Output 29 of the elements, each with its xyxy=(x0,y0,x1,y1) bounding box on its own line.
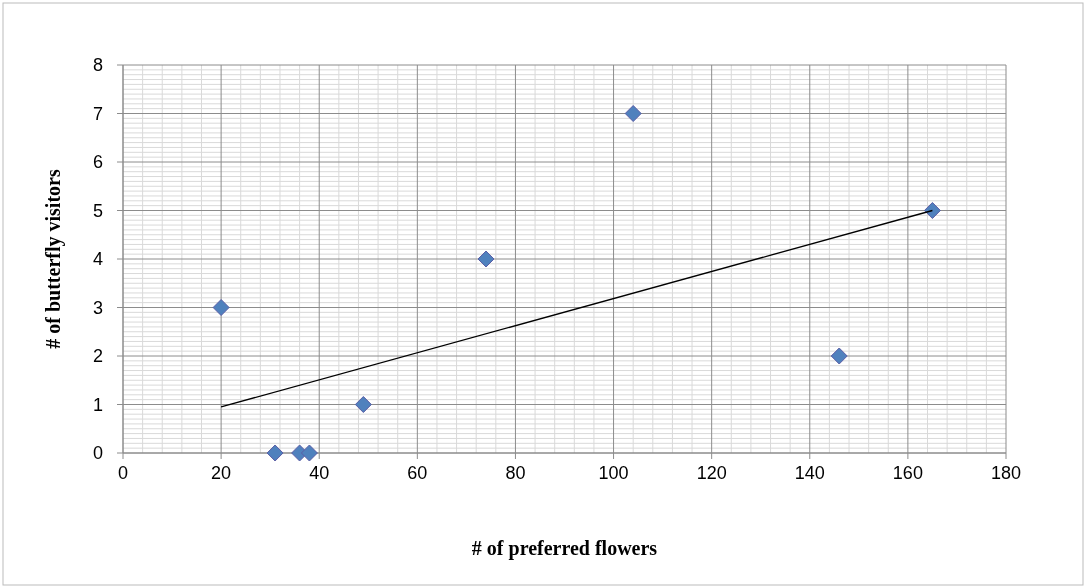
x-tick-label: 60 xyxy=(407,463,428,483)
x-axis-title: # of preferred flowers xyxy=(471,537,658,560)
point xyxy=(624,105,642,122)
x-tick-label: 100 xyxy=(598,463,629,483)
point xyxy=(923,202,941,219)
x-tick-label: 80 xyxy=(505,463,526,483)
point xyxy=(266,444,284,462)
y-tick-label: 5 xyxy=(92,200,103,221)
x-tick-label: 120 xyxy=(696,463,727,483)
y-tick-label: 7 xyxy=(92,103,103,124)
y-tick-label: 0 xyxy=(92,443,103,464)
y-tick-label: 2 xyxy=(92,346,103,367)
point xyxy=(830,347,848,365)
y-tick-label: 1 xyxy=(92,394,103,415)
x-tick-label: 160 xyxy=(892,463,923,483)
point xyxy=(477,250,495,268)
x-tick-label: 140 xyxy=(794,463,825,483)
x-tick-label: 180 xyxy=(990,463,1022,483)
x-tick-label: 40 xyxy=(309,463,330,483)
y-tick-label: 4 xyxy=(92,249,103,270)
y-tick-label: 3 xyxy=(92,297,103,318)
point xyxy=(300,444,318,462)
y-tick-label: 6 xyxy=(92,152,103,173)
y-tick-label: 8 xyxy=(92,55,103,76)
point xyxy=(212,299,230,316)
point xyxy=(354,396,372,413)
x-tick-label: 0 xyxy=(117,463,129,483)
x-tick-label: 20 xyxy=(211,463,232,483)
y-axis-title: # of butterfly visitors xyxy=(42,169,65,349)
